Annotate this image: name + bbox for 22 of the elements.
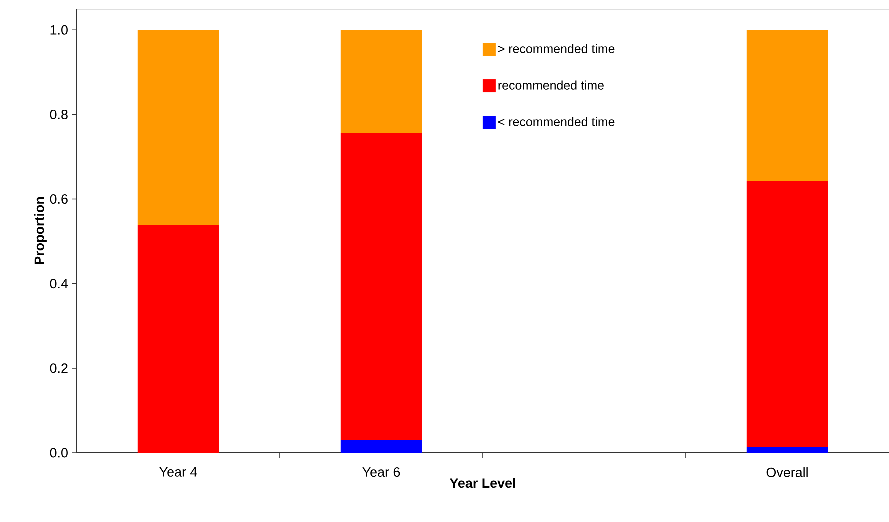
y-tick-label: 0.8: [50, 110, 68, 120]
bar: [746, 448, 828, 453]
bar: [138, 30, 220, 226]
x-axis-title: Year Level: [450, 478, 516, 488]
y-tick-label: 0.0: [50, 448, 68, 458]
y-tick-label: 0.4: [50, 279, 68, 289]
x-tick-label: Year 4: [160, 468, 198, 477]
x-tick-label: Year 6: [362, 468, 400, 478]
x-tick-label: Overall: [766, 468, 808, 478]
bar: [340, 440, 422, 453]
y-tick-label: 1.0: [50, 25, 68, 35]
legend-label: > recommended time: [498, 44, 615, 54]
legend-label: recommended time: [498, 80, 604, 90]
legend-label: < recommended time: [498, 117, 615, 126]
y-axis-title: Proportion: [34, 197, 47, 264]
bar: [138, 225, 220, 453]
bar: [340, 30, 422, 134]
bar: [746, 181, 828, 448]
bar: [340, 133, 422, 440]
y-tick-label: 0.6: [50, 194, 68, 204]
y-tick-label: 0.2: [50, 364, 68, 374]
bar: [746, 30, 828, 182]
